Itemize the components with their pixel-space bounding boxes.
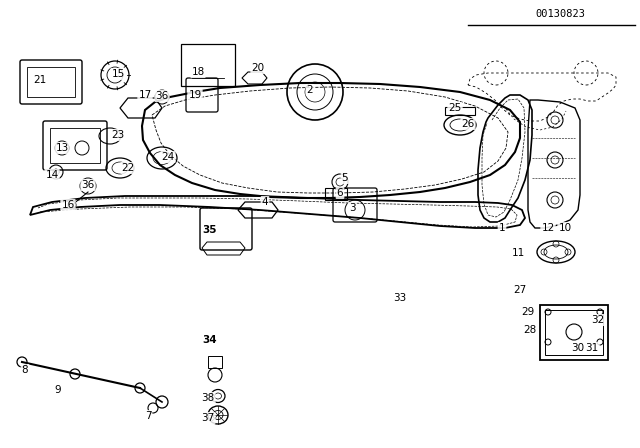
Text: 33: 33 [394, 293, 406, 303]
Text: 21: 21 [33, 75, 47, 85]
Text: 36: 36 [81, 180, 95, 190]
Text: 38: 38 [202, 393, 214, 403]
Text: 3: 3 [349, 203, 355, 213]
Text: 5: 5 [342, 173, 348, 183]
Text: 29: 29 [522, 307, 534, 317]
Text: 35: 35 [203, 225, 217, 235]
Text: 15: 15 [111, 69, 125, 79]
Text: 31: 31 [586, 343, 598, 353]
Text: 11: 11 [511, 248, 525, 258]
Text: 24: 24 [161, 152, 175, 162]
Text: 00130823: 00130823 [535, 9, 585, 19]
Text: 32: 32 [591, 315, 605, 325]
Text: 6: 6 [337, 188, 343, 198]
Text: 16: 16 [61, 200, 75, 210]
Text: 20: 20 [252, 63, 264, 73]
Bar [445, 107, 475, 115]
Text: 12: 12 [541, 223, 555, 233]
Text: 22: 22 [122, 163, 134, 173]
Text: 17: 17 [138, 90, 152, 100]
Text: 10: 10 [559, 223, 572, 233]
Text: 2: 2 [307, 85, 314, 95]
Bar [208, 356, 222, 368]
Text: 27: 27 [513, 285, 527, 295]
Text: 4: 4 [262, 197, 268, 207]
Text: 28: 28 [524, 325, 536, 335]
Text: 7: 7 [145, 411, 151, 421]
Bar [540, 305, 608, 360]
Text: 9: 9 [54, 385, 61, 395]
Text: 19: 19 [188, 90, 202, 100]
Text: 14: 14 [45, 170, 59, 180]
Text: 23: 23 [111, 130, 125, 140]
Text: 18: 18 [191, 67, 205, 77]
Bar [27, 67, 75, 97]
Bar [325, 188, 347, 200]
Text: 26: 26 [461, 119, 475, 129]
Text: 1: 1 [499, 223, 506, 233]
Text: 13: 13 [56, 143, 68, 153]
Text: 30: 30 [572, 343, 584, 353]
Text: 36: 36 [156, 91, 168, 101]
Text: 34: 34 [203, 335, 218, 345]
Text: 25: 25 [449, 103, 461, 113]
Bar [50, 128, 100, 163]
Text: 8: 8 [22, 365, 28, 375]
Text: 37: 37 [202, 413, 214, 423]
Bar [545, 310, 603, 355]
